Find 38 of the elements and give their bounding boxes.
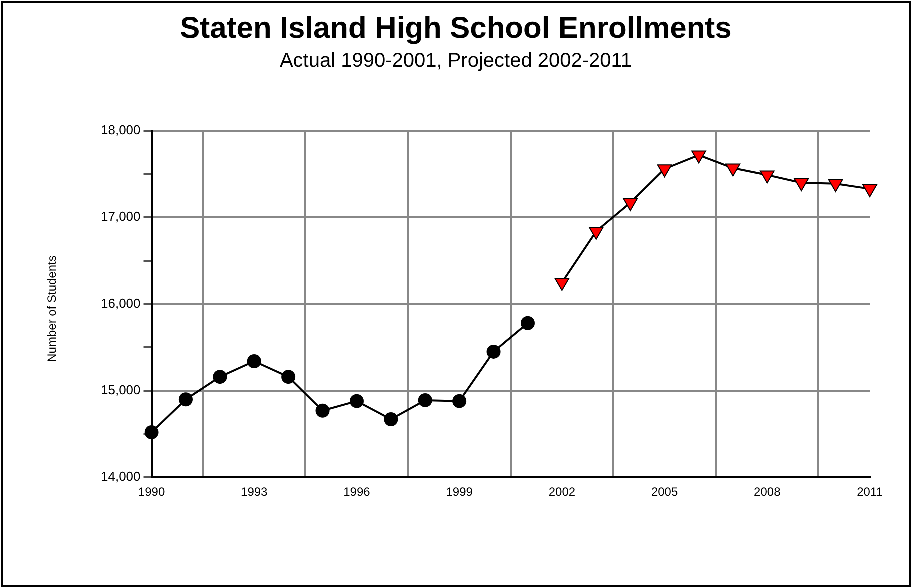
point	[486, 344, 501, 359]
x-tick-label: 1999	[446, 485, 474, 500]
y-tick-label: 15,000	[100, 382, 141, 398]
x-tick-label: 1996	[344, 485, 371, 500]
point	[828, 179, 844, 192]
y-tick-label: 18,000	[100, 122, 141, 138]
x-tick-label: 2011	[857, 485, 884, 500]
point	[588, 227, 604, 240]
x-tick-label: 2002	[548, 485, 576, 500]
point	[384, 412, 398, 427]
y-tick-label: 16,000	[100, 296, 141, 311]
x-tick-label: 2005	[651, 485, 678, 500]
point	[316, 404, 330, 418]
point	[794, 178, 810, 192]
point	[862, 184, 878, 198]
point	[418, 393, 432, 408]
y-axis-title: Number of Students	[45, 256, 59, 362]
point	[554, 278, 570, 292]
x-tick-label: 1990	[138, 485, 166, 500]
y-tick-label: 17,000	[100, 209, 141, 224]
point	[692, 150, 706, 164]
point	[282, 370, 296, 384]
point	[520, 316, 535, 330]
chart-subtitle: Actual 1990-2001, Projected 2002-2011	[278, 50, 634, 73]
point	[760, 170, 775, 184]
point	[178, 392, 193, 407]
point	[247, 354, 262, 368]
point	[452, 394, 467, 408]
point	[623, 198, 638, 212]
point	[213, 370, 228, 384]
point	[657, 164, 672, 178]
x-tick-label: 1993	[241, 485, 268, 500]
chart-title: Staten Island High School Enrollments	[179, 12, 733, 46]
y-tick-label: 14,000	[100, 469, 141, 484]
point	[350, 394, 364, 408]
x-tick-label: 2008	[754, 485, 782, 500]
point	[144, 426, 159, 440]
point	[726, 164, 741, 177]
